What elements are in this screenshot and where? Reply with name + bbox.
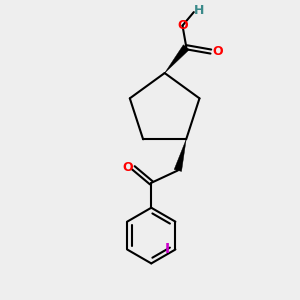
Text: I: I	[165, 242, 170, 256]
Text: O: O	[177, 19, 188, 32]
Text: O: O	[212, 45, 223, 58]
Polygon shape	[174, 139, 186, 171]
Polygon shape	[165, 45, 189, 73]
Text: H: H	[194, 4, 204, 17]
Text: O: O	[123, 161, 134, 174]
